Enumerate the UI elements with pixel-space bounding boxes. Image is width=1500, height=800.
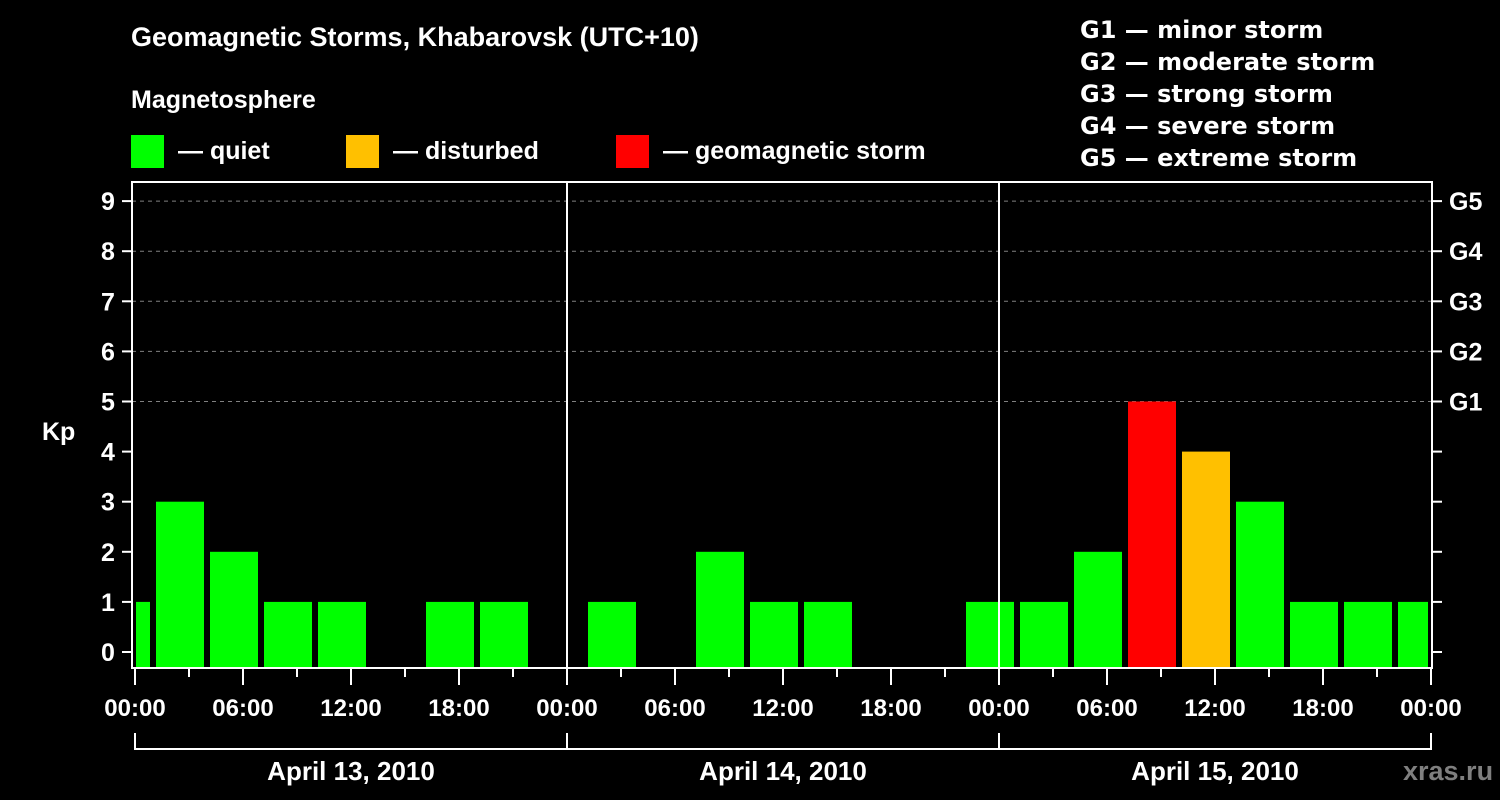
g-level-label: G1 — [1449, 389, 1482, 417]
watermark: xras.ru — [1403, 756, 1494, 786]
kp-bar — [480, 601, 528, 667]
kp-bar — [804, 601, 852, 667]
x-tick-label: 06:00 — [212, 695, 273, 722]
kp-bar — [136, 601, 150, 667]
legend-item-quiet: — quiet — [131, 134, 270, 168]
g-level-label: G5 — [1449, 188, 1482, 216]
y-tick-label: 8 — [101, 238, 115, 266]
y-tick-label: 0 — [101, 639, 115, 667]
g-level-label: G4 — [1449, 238, 1482, 266]
kp-bar — [1182, 451, 1230, 667]
kp-bar — [264, 601, 312, 667]
y-tick-label: 4 — [101, 439, 115, 467]
x-tick-label: 18:00 — [428, 695, 489, 722]
x-tick-label: 00:00 — [1400, 695, 1461, 722]
kp-bar — [966, 601, 1014, 667]
bars — [136, 401, 1428, 667]
g-scale-legend: G1 — minor storm G2 — moderate storm G3 … — [1080, 14, 1375, 174]
kp-bar — [696, 551, 744, 667]
legend-item-disturbed: — disturbed — [346, 134, 539, 168]
g-scale-item: G4 — severe storm — [1080, 112, 1336, 140]
kp-bar — [1020, 601, 1068, 667]
x-tick-label: 00:00 — [968, 695, 1029, 722]
x-tick-label: 06:00 — [644, 695, 705, 722]
day-label: April 15, 2010 — [1131, 756, 1299, 786]
x-tick-label: 12:00 — [320, 695, 381, 722]
kp-bar — [210, 551, 258, 667]
y-tick-label: 1 — [101, 589, 115, 617]
legend-item-storm: — geomagnetic storm — [616, 134, 926, 168]
chart-title: Geomagnetic Storms, Khabarovsk (UTC+10) — [131, 22, 699, 52]
axis-labels: 0 1 2 3 4 5 6 7 8 9 G1 G2 G3 G4 G5 00:00 06:00 12:00 18:00… — [101, 188, 1482, 786]
x-tick-label: 18:00 — [1292, 695, 1353, 722]
legend-swatch-quiet — [131, 134, 164, 168]
x-tick-label: 00:00 — [536, 695, 597, 722]
x-tick-label: 12:00 — [1184, 695, 1245, 722]
g-scale-item: G5 — extreme storm — [1080, 144, 1358, 172]
axes — [122, 181, 1442, 750]
kp-bar — [1290, 601, 1338, 667]
g-scale-item: G3 — strong storm — [1080, 80, 1333, 108]
legend-swatch-storm — [616, 134, 649, 168]
day-label: April 13, 2010 — [267, 756, 435, 786]
y-tick-label: 7 — [101, 288, 115, 316]
x-tick-label: 00:00 — [104, 695, 165, 722]
y-tick-label: 5 — [101, 389, 115, 417]
y-tick-label: 9 — [101, 188, 115, 216]
x-tick-label: 06:00 — [1076, 695, 1137, 722]
y-tick-label: 6 — [101, 338, 115, 366]
kp-bar — [750, 601, 798, 667]
g-scale-item: G2 — moderate storm — [1080, 48, 1376, 76]
kp-bar — [1398, 601, 1428, 667]
g-level-label: G2 — [1449, 338, 1482, 366]
kp-bar — [1128, 401, 1176, 667]
kp-bar — [1236, 501, 1284, 667]
kp-bar — [318, 601, 366, 667]
legend-label-quiet: — quiet — [178, 136, 270, 165]
x-tick-label: 18:00 — [860, 695, 921, 722]
day-label: April 14, 2010 — [699, 756, 867, 786]
y-tick-label: 3 — [101, 489, 115, 517]
legend-label-disturbed: — disturbed — [393, 136, 539, 165]
grid-lines — [132, 200, 1432, 402]
y-axis-label: Kp — [42, 418, 75, 446]
y-tick-label: 2 — [101, 539, 115, 567]
kp-bar — [426, 601, 474, 667]
kp-bar — [1344, 601, 1392, 667]
legend-label-storm: — geomagnetic storm — [663, 136, 926, 165]
g-scale-item: G1 — minor storm — [1080, 16, 1324, 44]
legend-swatch-disturbed — [346, 134, 379, 168]
legend-title: Magnetosphere — [131, 86, 316, 114]
g-level-label: G3 — [1449, 288, 1482, 316]
kp-bar — [588, 601, 636, 667]
kp-bar — [156, 501, 204, 667]
x-tick-label: 12:00 — [752, 695, 813, 722]
kp-bar — [1074, 551, 1122, 667]
